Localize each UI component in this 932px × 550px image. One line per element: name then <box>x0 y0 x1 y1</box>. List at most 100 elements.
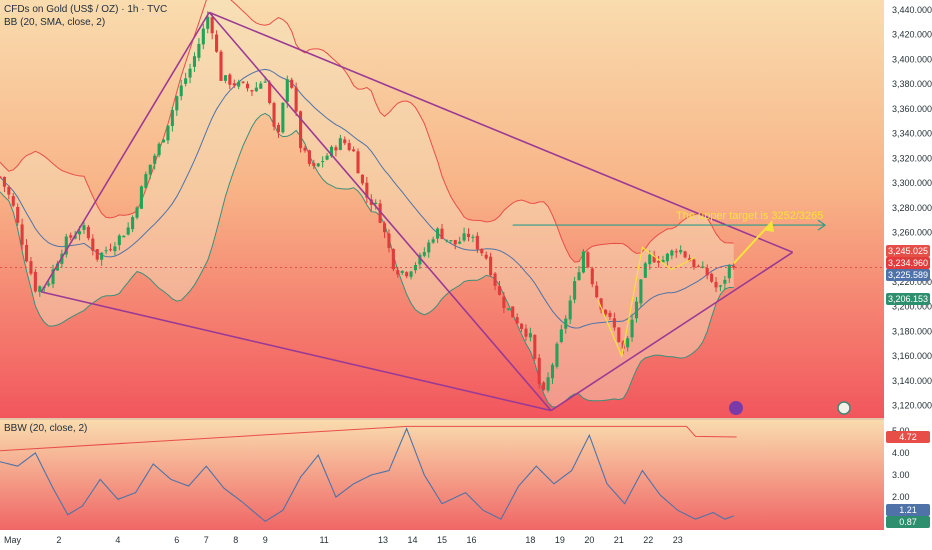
candle <box>586 250 590 269</box>
candle-body <box>581 251 585 273</box>
candle <box>254 82 258 92</box>
candle-body <box>648 254 652 265</box>
bbw-axis-tick: 4.00 <box>892 448 910 458</box>
candle-body <box>665 253 669 262</box>
candle-body <box>24 245 29 262</box>
main-pane-background <box>0 0 884 418</box>
tradingview-event-dot-icon[interactable] <box>729 401 743 415</box>
price-axis-tick: 3,140.000 <box>892 376 932 386</box>
bb-band-fill <box>0 0 734 407</box>
candle <box>2 176 6 193</box>
candle-body <box>559 329 563 343</box>
candle <box>409 270 413 280</box>
candle-body <box>325 155 329 160</box>
candle-body <box>170 110 174 126</box>
candle <box>237 79 241 90</box>
candle-body <box>281 102 285 133</box>
bbw-axis-tick: 3.00 <box>892 470 910 480</box>
candle <box>466 228 471 242</box>
candle <box>471 234 475 243</box>
candle-body <box>95 249 99 260</box>
candle <box>38 285 42 297</box>
candle-body <box>0 176 2 178</box>
candle <box>732 262 736 270</box>
candle <box>175 95 179 116</box>
candle-body <box>148 164 152 175</box>
trendline[interactable] <box>41 291 552 412</box>
candle <box>250 89 254 97</box>
candle <box>210 14 214 40</box>
candle <box>418 252 422 269</box>
candle <box>201 23 205 50</box>
candle <box>573 276 577 304</box>
candle-body <box>405 272 409 277</box>
candle-body <box>268 82 272 104</box>
candle-body <box>206 16 210 29</box>
candle <box>113 242 117 256</box>
bbw-indicator-label[interactable]: BBW (20, close, 2) <box>4 423 88 434</box>
candle <box>100 252 104 266</box>
time-axis-tick: 9 <box>263 535 268 545</box>
candle <box>630 314 634 342</box>
candle-body <box>237 81 241 87</box>
pattern-zigzag[interactable] <box>597 246 696 359</box>
time-axis-tick: 11 <box>319 535 328 545</box>
candle-body <box>400 270 404 273</box>
candle <box>184 72 188 87</box>
candle <box>166 125 170 145</box>
candle-body <box>493 273 497 286</box>
candle-body <box>139 186 143 209</box>
candle-body <box>462 233 466 241</box>
price-axis-tick: 3,300.000 <box>892 178 932 188</box>
candle-body <box>294 87 298 112</box>
candle <box>710 272 714 283</box>
candle <box>550 362 555 384</box>
candle <box>546 372 550 393</box>
candle <box>489 252 493 277</box>
flag-icon[interactable] <box>837 401 851 415</box>
trendline[interactable] <box>550 251 794 412</box>
candle <box>444 239 448 243</box>
candle-body <box>617 327 621 342</box>
price-tag: 3,245.025 <box>886 245 930 258</box>
trendline[interactable] <box>40 11 210 293</box>
candle <box>436 227 440 244</box>
price-axis-tick: 3,420.000 <box>892 30 932 40</box>
target-annotation: The upper target is 3252/3265 <box>676 210 824 222</box>
candle-body <box>126 227 130 235</box>
candle <box>272 101 276 131</box>
candle-body <box>299 111 303 149</box>
candle-body <box>329 146 334 157</box>
price-axis-tick: 3,440.000 <box>892 5 932 15</box>
candle-body <box>670 250 674 256</box>
candle <box>484 251 488 260</box>
bbw-axis-tick: 2.00 <box>892 492 910 502</box>
time-axis-tick: 20 <box>584 535 594 545</box>
bb-indicator-label[interactable]: BB (20, SMA, close, 2) <box>4 17 106 28</box>
time-axis-tick: 8 <box>233 535 238 545</box>
candle-body <box>537 357 541 384</box>
projection-arrow-icon <box>763 220 775 233</box>
candle <box>20 218 24 251</box>
candle-body <box>175 96 179 111</box>
time-axis-tick: 4 <box>115 535 120 545</box>
candle-body <box>723 279 727 284</box>
symbol-title[interactable]: CFDs on Gold (US$ / OZ) · 1h · TVC <box>4 4 168 15</box>
candle <box>590 266 594 288</box>
projection-path[interactable] <box>732 224 770 265</box>
candle <box>91 234 95 256</box>
candle <box>705 264 709 280</box>
candle-body <box>679 250 683 253</box>
candle <box>192 52 197 72</box>
trendline[interactable] <box>208 11 552 412</box>
candle-body <box>228 74 232 85</box>
trendline[interactable] <box>208 11 793 254</box>
candle <box>374 199 378 210</box>
candle <box>674 248 678 258</box>
candle <box>126 222 130 236</box>
candle <box>153 153 157 170</box>
bb-basis-line <box>0 68 734 329</box>
candle-body <box>626 338 630 348</box>
candle <box>104 246 108 255</box>
